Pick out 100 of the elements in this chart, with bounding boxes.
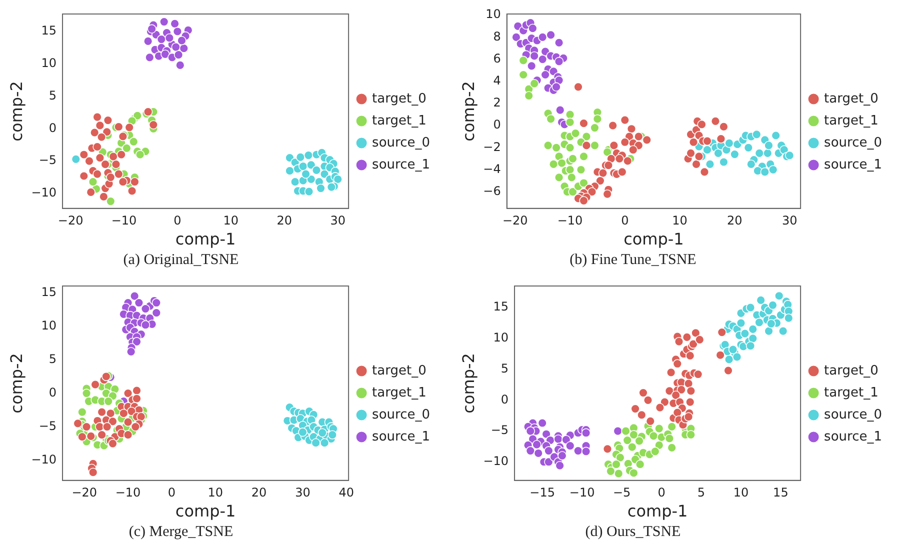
point <box>630 404 640 414</box>
point <box>79 150 89 160</box>
point <box>716 134 726 144</box>
legend-label: source_0 <box>824 407 882 422</box>
point <box>746 341 756 350</box>
point <box>746 160 756 169</box>
y-axis-title: comp-2 <box>6 81 26 142</box>
point <box>123 417 133 427</box>
point <box>623 156 632 166</box>
text: (c) Merge_TSNE <box>128 524 234 541</box>
x-axis-title: comp-1 <box>175 230 236 249</box>
point <box>760 167 770 177</box>
point <box>754 148 764 158</box>
point <box>768 300 778 310</box>
point <box>552 82 561 92</box>
y-tick-label: 10 <box>41 318 57 332</box>
y-tick-label: −5 <box>490 423 509 438</box>
x-tick-label: 30 <box>330 214 346 228</box>
y-tick-label: 8 <box>493 29 501 44</box>
point <box>116 150 126 160</box>
point <box>124 122 134 132</box>
point <box>582 132 592 142</box>
point <box>566 441 575 450</box>
point <box>724 354 734 364</box>
point <box>629 468 638 478</box>
point <box>565 165 575 174</box>
point <box>614 154 624 164</box>
point <box>99 192 108 202</box>
point <box>609 140 619 150</box>
point <box>554 56 564 66</box>
point <box>311 438 320 448</box>
x-tick-label: 0 <box>621 214 629 228</box>
point <box>648 431 658 441</box>
point <box>298 428 308 437</box>
point <box>534 448 543 458</box>
point <box>172 26 182 36</box>
point <box>581 428 591 438</box>
point <box>108 438 118 448</box>
point <box>686 430 696 440</box>
point <box>298 162 308 171</box>
x-tick-label: 0 <box>658 486 666 500</box>
point <box>613 426 622 436</box>
point <box>654 424 664 434</box>
point <box>748 324 758 334</box>
point <box>616 452 625 462</box>
point <box>147 24 156 34</box>
point <box>582 140 592 150</box>
point <box>637 410 646 420</box>
point <box>526 426 536 436</box>
point <box>530 78 539 88</box>
point <box>744 143 754 152</box>
point <box>104 396 113 406</box>
point <box>132 386 142 396</box>
point <box>635 460 645 469</box>
x-tick-label: −10 <box>569 486 595 500</box>
y-tick-label: 0 <box>48 120 57 135</box>
point <box>538 54 548 64</box>
point <box>579 152 588 162</box>
x-tick-label: 5 <box>697 486 706 500</box>
x-axis-title: comp-1 <box>624 230 684 249</box>
point <box>634 132 644 142</box>
point <box>642 135 652 145</box>
point <box>567 172 576 182</box>
point <box>106 172 116 182</box>
point <box>86 188 96 197</box>
x-axis-title: comp-1 <box>627 502 688 521</box>
point <box>643 396 653 405</box>
point <box>634 436 644 446</box>
text: (a) Original_TSNE <box>123 252 239 269</box>
point <box>90 380 100 390</box>
legend-label: source_0 <box>372 135 430 150</box>
point <box>290 177 300 186</box>
point <box>114 169 124 179</box>
point <box>152 298 162 308</box>
point <box>152 308 162 318</box>
point <box>686 351 695 360</box>
point <box>672 359 682 368</box>
point <box>671 390 680 400</box>
point <box>602 189 612 199</box>
point <box>676 385 686 394</box>
point <box>102 422 112 432</box>
y-axis-title: comp-2 <box>6 353 26 414</box>
x-tick-label: 20 <box>251 486 267 500</box>
point <box>123 430 133 440</box>
x-tick-label: −20 <box>72 486 98 500</box>
point <box>95 153 105 162</box>
point <box>590 140 600 150</box>
point <box>646 416 655 426</box>
point <box>684 412 694 422</box>
point <box>756 296 766 305</box>
point <box>164 33 174 43</box>
point <box>568 154 578 164</box>
point <box>316 184 326 193</box>
point <box>655 402 665 412</box>
point <box>684 378 694 388</box>
point <box>84 156 94 166</box>
point <box>544 457 554 466</box>
point <box>78 407 87 417</box>
y-tick-label: −4 <box>483 162 501 176</box>
point <box>123 388 133 398</box>
